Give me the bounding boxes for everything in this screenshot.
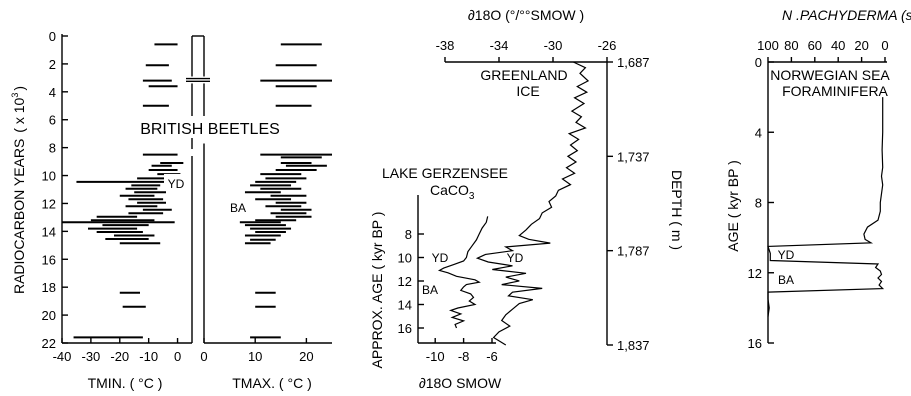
norw-y-axis-title: AGE ( kyr BP )	[725, 160, 741, 252]
y-tick-label: 8	[49, 141, 56, 156]
y-tick-label: 12	[42, 196, 56, 211]
y-tick-label: 10	[42, 169, 56, 184]
n-pachyderma-title: N .PACHYDERMA (s)(%)	[782, 7, 911, 23]
lake-y-tick-label: 12	[398, 274, 412, 289]
tmax-x-axis-title: TMAX. ( °C )	[232, 375, 311, 391]
y-tick-label: 0	[49, 29, 56, 44]
norw-x-tick-label: 40	[831, 38, 845, 53]
caco3-label-sub: 3	[469, 191, 475, 202]
lake-x-tick-label: -10	[426, 349, 445, 364]
top-x-tick-label: -30	[544, 38, 563, 53]
main-label-background	[120, 116, 300, 138]
ba-lake-label: BA	[422, 283, 438, 297]
depth-tick-label: 1,787	[617, 244, 650, 259]
greenland-label: GREENLAND	[480, 67, 567, 83]
ba-label: BA	[230, 201, 246, 215]
norw-y-tick-label: 12	[748, 266, 762, 281]
y-tick-label: 14	[42, 224, 56, 239]
top-x-tick-label: -38	[436, 38, 455, 53]
top-x-tick-label: -34	[490, 38, 509, 53]
lake-x-tick-label: -8	[458, 349, 470, 364]
norw-x-tick-label: 80	[784, 38, 798, 53]
tmin-x-axis-title: TMIN. ( °C )	[88, 375, 163, 391]
y-tick-label: 22	[42, 336, 56, 351]
tmax-x-tick-label: 0	[200, 349, 207, 364]
tmin-x-tick-label: -40	[53, 349, 72, 364]
y-axis-title-main: RADIOCARBON YEARS	[11, 139, 27, 294]
norw-x-tick-label: 0	[881, 38, 888, 53]
depth-tick-label: 1,837	[617, 338, 650, 353]
tmax-x-tick-label: 20	[299, 349, 313, 364]
y-tick-label: 20	[42, 308, 56, 323]
norwegian-sea-label: NORWEGIAN SEA	[770, 67, 890, 83]
yd-ice-label: YD	[507, 251, 524, 265]
gerzensee-curve	[437, 216, 489, 329]
caco3-label-main: CaCO	[430, 182, 469, 198]
y-tick-label: 16	[42, 252, 56, 267]
norw-x-tick-label: 100	[757, 38, 779, 53]
tmin-x-tick-label: 0	[174, 349, 181, 364]
tmin-x-tick-label: -30	[81, 349, 100, 364]
y-tick-label: 4	[49, 85, 56, 100]
lake-gerzensee-label: LAKE GERZENSEE	[382, 165, 508, 181]
top-x-tick-label: -26	[598, 38, 617, 53]
tmin-x-tick-label: -20	[110, 349, 129, 364]
tmin-x-tick-label: -10	[139, 349, 158, 364]
caco3-label: CaCO3	[430, 182, 475, 202]
y-axis-title-unit-exp: 3	[10, 93, 20, 98]
lake-x-axis-title: ∂18O SMOW	[419, 375, 502, 391]
norw-x-tick-label: 60	[808, 38, 822, 53]
y-tick-label: 6	[49, 113, 56, 128]
norw-ba-label: BA	[778, 273, 794, 287]
n-pachyderma-title-italic: N .PACHYDERMA (s)	[782, 7, 911, 23]
tmax-x-tick-label: 10	[248, 349, 262, 364]
y-tick-label: 2	[49, 57, 56, 72]
lake-x-tick-label: -6	[486, 349, 498, 364]
foraminifera-label: FORAMINIFERA	[782, 83, 888, 99]
norw-yd-label: YD	[778, 248, 795, 262]
y-axis-title: RADIOCARBON YEARS ( x 103)	[10, 86, 27, 294]
n-pachyderma-curve	[767, 97, 885, 317]
y-axis-title-unit-close: )	[11, 86, 27, 91]
greenland-gerzensee-panel: ∂18O (°/°°SMOW ) -38 -34 -30 -261,687 1,737 1,…	[369, 7, 685, 391]
norwegian-sea-panel: N .PACHYDERMA (s)(%)100 80 60 40 20 0 0 4 8 12 16 A…	[725, 7, 911, 351]
lake-y-axis-title: APPROX. AGE ( kyr BP )	[369, 212, 385, 369]
lake-y-tick-label: 10	[398, 251, 412, 266]
yd-lake-label: YD	[432, 251, 449, 265]
lake-y-tick-label: 14	[398, 298, 412, 313]
yd-label: YD	[168, 177, 185, 191]
ice-label: ICE	[516, 83, 539, 99]
lake-y-tick-label: 16	[398, 321, 412, 336]
yd-label-background	[164, 174, 188, 190]
lake-y-tick-label: 8	[405, 227, 412, 242]
british-beetles-panel: 0 2 4 6 8 10 12 14 16 18 20 22 RADIOCARBON YEARS ( x …	[10, 29, 332, 391]
norw-y-tick-label: 4	[755, 125, 762, 140]
top-axis-title: ∂18O (°/°°SMOW )	[468, 7, 584, 23]
y-tick-label: 18	[42, 280, 56, 295]
depth-axis-title: DEPTH ( m )	[669, 170, 685, 250]
norw-y-tick-label: 16	[748, 336, 762, 351]
y-axis-title-unit: ( x 10	[11, 97, 27, 132]
depth-tick-label: 1,687	[617, 55, 650, 70]
norw-y-tick-label: 8	[755, 196, 762, 211]
depth-tick-label: 1,737	[617, 149, 650, 164]
greenland-ice-curve	[475, 61, 590, 346]
norw-x-tick-label: 20	[854, 38, 868, 53]
british-beetles-label: BRITISH BEETLES	[140, 121, 280, 138]
norw-y-tick-label: 0	[755, 55, 762, 70]
